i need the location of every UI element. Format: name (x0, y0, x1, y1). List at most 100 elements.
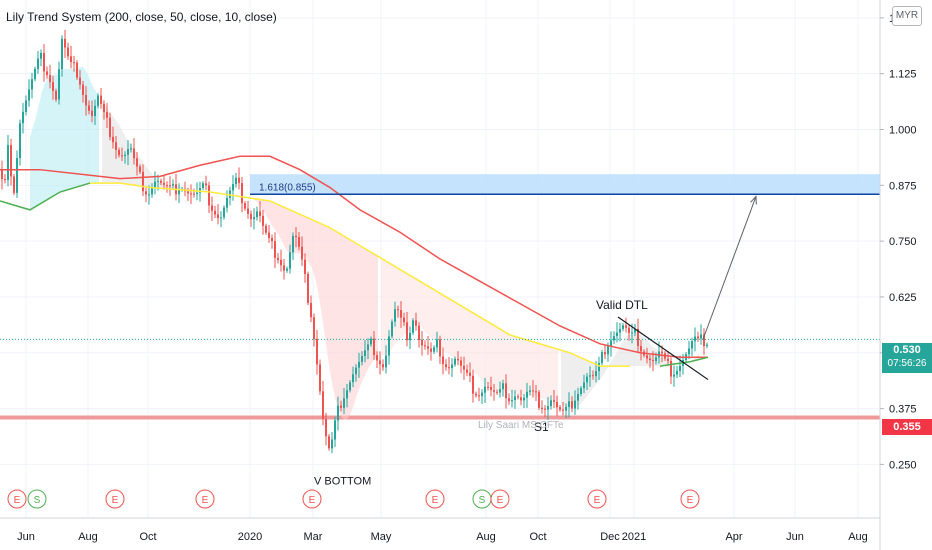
candle (25, 100, 27, 112)
candle (190, 193, 192, 195)
candle (700, 334, 702, 339)
candle (115, 142, 117, 150)
indicator-title[interactable]: Lily Trend System (200, close, 50, close… (6, 10, 277, 24)
candle (532, 390, 534, 392)
candle (34, 68, 36, 80)
candle (412, 320, 414, 333)
candle (172, 184, 174, 186)
candle (100, 95, 102, 104)
candle (493, 390, 495, 392)
candle (358, 361, 360, 368)
candle (340, 405, 342, 408)
ma200-line (0, 155, 708, 358)
candle (88, 105, 90, 111)
candle (574, 400, 576, 409)
candle (415, 320, 417, 326)
candle (496, 391, 498, 393)
event-marker-circle (587, 489, 607, 509)
candle (253, 217, 255, 220)
candle (31, 79, 33, 90)
candle (508, 398, 510, 402)
candle (625, 325, 627, 328)
candle (151, 187, 153, 195)
candle (133, 148, 135, 159)
candle (67, 47, 69, 57)
candle (460, 360, 462, 366)
candle (136, 158, 138, 167)
event-marker: E (587, 489, 607, 509)
candle (616, 332, 618, 337)
candle (13, 176, 15, 193)
event-marker: S (27, 489, 47, 509)
candle (673, 374, 675, 377)
candle (316, 338, 318, 365)
candle (208, 185, 210, 206)
candle (46, 71, 48, 76)
candle (598, 363, 600, 372)
event-marker-circle (680, 489, 700, 509)
candle (247, 208, 249, 214)
candle (298, 236, 300, 247)
candle (385, 355, 387, 368)
candle (631, 332, 633, 334)
event-marker: E (680, 489, 700, 509)
candle (22, 111, 24, 124)
candle (61, 38, 63, 70)
x-tick-label: Aug (848, 531, 868, 543)
candle (232, 184, 234, 191)
candle (520, 397, 522, 401)
candle (121, 155, 123, 157)
event-marker-label: E (432, 495, 439, 506)
candle (211, 205, 213, 211)
candle (91, 110, 93, 117)
currency-button[interactable]: MYR (892, 6, 922, 26)
bear-cloud (252, 198, 378, 421)
candle (193, 193, 195, 195)
event-marker-circle (425, 489, 445, 509)
candle (244, 203, 246, 209)
candle (514, 396, 516, 400)
s1-label: S1 (534, 420, 549, 434)
event-marker-label: E (497, 495, 504, 506)
candle (214, 210, 216, 215)
candle (262, 215, 264, 226)
candle (409, 332, 411, 341)
projection-arrow (702, 196, 757, 340)
event-marker: E (490, 489, 510, 509)
candle (604, 352, 606, 355)
candle (52, 82, 54, 91)
candle (655, 357, 657, 361)
candle (235, 177, 237, 185)
event-marker-label: E (112, 495, 119, 506)
candle (265, 225, 267, 233)
candle (451, 364, 453, 369)
candle (283, 265, 285, 271)
candle (541, 407, 543, 409)
watermark: Lily Saari MS CFTe (478, 420, 564, 431)
candle (649, 358, 651, 361)
y-tick-label: 1.125 (889, 69, 917, 81)
candle (76, 62, 78, 78)
candle (502, 383, 504, 390)
candle (73, 62, 75, 64)
candle (538, 392, 540, 408)
candle (619, 328, 621, 333)
event-marker-circle (302, 489, 322, 509)
candle (43, 53, 45, 72)
candle (346, 390, 348, 399)
candle (637, 328, 639, 347)
candle (592, 375, 594, 377)
candle (205, 183, 207, 186)
candle (472, 375, 474, 394)
candle (469, 372, 471, 376)
candle (1, 169, 3, 180)
candle (7, 145, 9, 180)
candle (55, 90, 57, 100)
candle (391, 321, 393, 337)
candle (163, 182, 165, 185)
event-marker: E (302, 489, 322, 509)
candle (550, 400, 552, 407)
candle (445, 364, 447, 368)
candle (49, 75, 51, 83)
